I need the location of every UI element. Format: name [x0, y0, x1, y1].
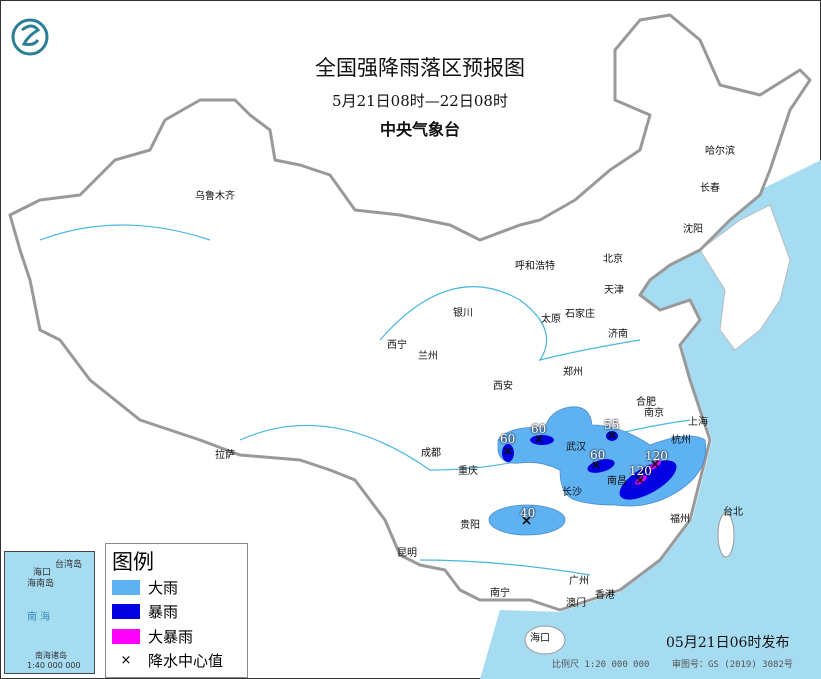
rain-center-value: 60: [531, 422, 547, 436]
legend-item-rainstorm: 暴雨: [112, 602, 179, 621]
legend-label: 大暴雨: [148, 627, 194, 646]
legend: 图例 大雨 暴雨 大暴雨 × 降水中心值: [105, 543, 248, 678]
rain-center-marker: [504, 447, 512, 455]
issuer: 中央气象台: [379, 120, 460, 139]
forecast-period: 5月21日08时—22日08时: [332, 92, 508, 110]
rain-center-marker: [651, 460, 659, 468]
city-label: 拉萨: [215, 450, 235, 461]
city-label: 长春: [700, 183, 720, 194]
legend-title: 图例: [112, 550, 154, 574]
rainstorm-swatch: [112, 603, 140, 619]
legend-label: 暴雨: [148, 602, 179, 621]
city-label: 武汉: [566, 442, 586, 453]
city-label: 香港: [595, 590, 615, 601]
inset-label: 海南岛: [27, 579, 55, 589]
city-label: 上海: [688, 417, 708, 428]
hainan-island: [524, 625, 566, 655]
city-label: 乌鲁木齐: [195, 191, 235, 202]
cma-logo: [11, 18, 49, 56]
cross-marker-icon: ×: [120, 652, 132, 668]
publish-time: 05月21日06时发布: [666, 635, 790, 651]
legend-item-rain-center: × 降水中心值: [112, 651, 224, 670]
review-number: 审图号：GS (2019) 3082号: [672, 660, 793, 670]
rain-center-marker: [636, 476, 644, 484]
city-label: 沈阳: [683, 224, 703, 235]
rain-center-value: 60: [500, 432, 516, 446]
south-china-sea-inset: 海口 海南岛 台湾岛 南 海 南海诸岛 1:40 000 000: [4, 551, 95, 674]
city-label: 南京: [644, 408, 664, 419]
inset-sea-label: 南 海: [27, 612, 51, 623]
city-label: 济南: [608, 329, 628, 340]
rain-center-value: 120: [645, 449, 668, 463]
legend-item-heavy-rain: 大雨: [112, 578, 179, 597]
city-label: 重庆: [458, 466, 478, 477]
city-label: 西安: [493, 381, 513, 392]
city-label: 广州: [569, 576, 589, 587]
heavy-rainstorm-swatch: [112, 628, 140, 644]
city-label: 昆明: [397, 548, 417, 559]
legend-item-heavy-rainstorm: 大暴雨: [112, 627, 194, 646]
heavy-rain-swatch: [112, 579, 140, 595]
city-label: 南宁: [490, 588, 510, 599]
korea-peninsula: [699, 204, 791, 351]
city-label: 杭州: [671, 435, 691, 446]
rainstorm-area: [619, 460, 677, 500]
rain-center-value: 60: [590, 448, 606, 462]
inset-islands-label: 南海诸岛: [35, 651, 67, 660]
rain-center-marker: [522, 516, 531, 525]
rain-center-markers: [504, 431, 659, 525]
inset-label: 海口: [33, 568, 52, 578]
map-title: 全国强降雨落区预报图: [315, 56, 525, 80]
city-label: 太原: [541, 314, 561, 325]
inset-label: 台湾岛: [55, 560, 83, 570]
taiwan-island: [717, 512, 735, 558]
rain-center-value: 40: [520, 506, 536, 520]
city-label: 南昌: [607, 476, 627, 487]
legend-label: 大雨: [148, 578, 179, 597]
rainstorm-area: [530, 435, 554, 445]
city-label: 成都: [421, 448, 441, 459]
map-scale: 比例尺 1:20 000 000: [552, 660, 650, 670]
city-label: 贵阳: [460, 520, 480, 531]
rain-center-value: 120: [629, 464, 652, 478]
city-label: 哈尔滨: [705, 146, 735, 157]
city-label: 天津: [604, 285, 624, 296]
city-label: 福州: [670, 514, 690, 525]
city-label: 郑州: [563, 367, 583, 378]
city-label: 合肥: [636, 397, 656, 408]
city-label: 西宁: [387, 340, 407, 351]
city-label: 澳门: [566, 598, 586, 609]
rain-center-marker: [608, 431, 616, 439]
rainstorm-area: [502, 444, 514, 462]
rain-center-marker: [592, 461, 600, 469]
city-label: 呼和浩特: [515, 261, 555, 272]
city-label: 兰州: [418, 351, 438, 362]
inset-scale: 1:40 000 000: [27, 661, 81, 670]
city-label: 石家庄: [565, 309, 595, 320]
city-label: 北京: [603, 254, 623, 265]
city-label: 长沙: [562, 487, 582, 498]
legend-label: 降水中心值: [148, 651, 224, 670]
city-label: 银川: [453, 308, 473, 319]
city-label: 海口: [530, 633, 550, 644]
city-label: 台北: [723, 507, 743, 518]
rainstorm-areas: [502, 431, 677, 500]
rain-center-value: 55: [604, 418, 620, 432]
rain-center-marker: [535, 435, 543, 443]
